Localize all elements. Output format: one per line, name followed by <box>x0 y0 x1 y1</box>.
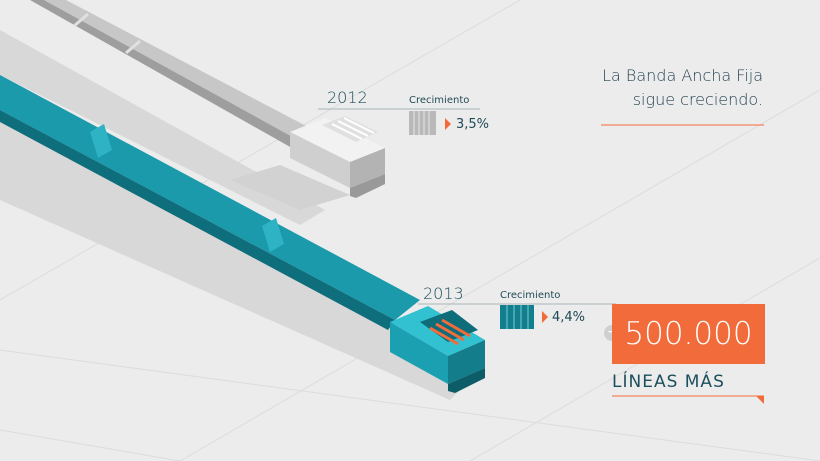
gray-connector <box>290 116 385 198</box>
growth-label-2012: Crecimiento <box>409 95 470 106</box>
headline: La Banda Ancha Fija sigue creciendo. <box>602 64 763 112</box>
growth-bars-2012 <box>409 111 436 135</box>
highlight-caption: LÍNEAS MÁS <box>612 372 725 392</box>
teal-cable <box>0 75 420 330</box>
teal-cable-shadow <box>0 120 480 400</box>
highlight-value: 500.000 <box>624 316 753 352</box>
growth-arrow-2012 <box>445 118 451 130</box>
gray-cable <box>30 0 310 148</box>
growth-arrow-2013 <box>542 311 548 323</box>
year-2013-label: 2013 <box>423 284 464 303</box>
caption-corner-mark <box>756 396 764 404</box>
year-2012-label: 2012 <box>327 88 368 107</box>
teal-connector <box>390 306 485 393</box>
highlight-box: 500.000 <box>612 304 765 364</box>
headline-line-2: sigue creciendo. <box>632 90 763 109</box>
gray-connector-shadow <box>230 165 350 210</box>
growth-bars-2013 <box>500 305 534 329</box>
growth-label-2013: Crecimiento <box>500 290 561 301</box>
headline-line-1: La Banda Ancha Fija <box>602 66 763 85</box>
growth-value-2013: 4,4% <box>552 310 586 325</box>
growth-value-2012: 3,5% <box>456 117 490 132</box>
